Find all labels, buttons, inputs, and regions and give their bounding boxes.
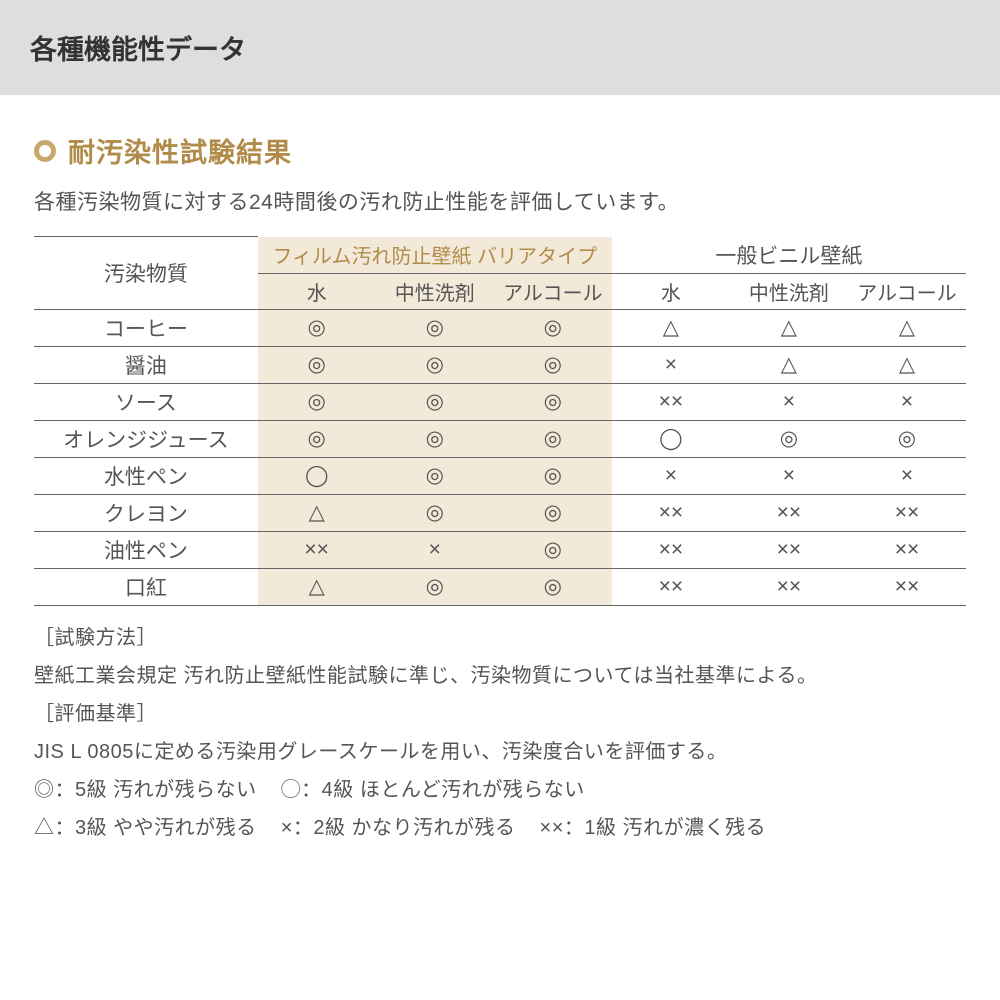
legend-item: ◎：5級 汚れが残らない [34,772,257,808]
row-label: クレヨン [34,494,258,531]
table-cell: ◯ [612,420,730,457]
legend-line-1: ◎：5級 汚れが残らない ◯：4級 ほとんど汚れが残らない [34,772,966,808]
table-cell: ◎ [494,568,612,605]
table-cell: △ [612,309,730,346]
table-cell: △ [258,494,376,531]
col-group-vinyl: 一般ビニル壁紙 [612,237,966,274]
table-cell: ×× [730,494,848,531]
table-cell: ×× [848,568,966,605]
subcol-alcohol-2: アルコール [848,273,966,309]
subcol-water-1: 水 [258,273,376,309]
table-cell: × [730,457,848,494]
table-cell: ◎ [258,309,376,346]
method-label: ［試験方法］ [34,620,966,656]
subcol-neutral-1: 中性洗剤 [376,273,494,309]
table-cell: ◎ [258,383,376,420]
page-title: 各種機能性データ [30,35,246,65]
table-cell: ×× [612,568,730,605]
table-cell: ◎ [494,457,612,494]
table-row: クレヨン△◎◎×××××× [34,494,966,531]
row-label: 醤油 [34,346,258,383]
table-cell: ×× [730,531,848,568]
table-cell: ◎ [494,420,612,457]
legend-item: ◯：4級 ほとんど汚れが残らない [281,772,585,808]
row-label: コーヒー [34,309,258,346]
method-text: 壁紙工業会規定 汚れ防止壁紙性能試験に準じ、汚染物質については当社基準による。 [34,658,966,694]
ring-bullet-icon [34,140,56,162]
table-cell: ◎ [494,494,612,531]
legend-line-2: △：3級 やや汚れが残る ×：2級 かなり汚れが残る ××：1級 汚れが濃く残る [34,810,966,846]
table-cell: ◎ [376,457,494,494]
table-cell: △ [848,309,966,346]
legend-item: △：3級 やや汚れが残る [34,810,257,846]
table-row: 油性ペン×××◎×××××× [34,531,966,568]
stain-resistance-table: 汚染物質 フィルム汚れ防止壁紙 バリアタイプ 一般ビニル壁紙 水 中性洗剤 アル… [34,236,966,606]
row-label: 油性ペン [34,531,258,568]
criteria-label: ［評価基準］ [34,696,966,732]
table-cell: ◎ [376,383,494,420]
rowhead-label: 汚染物質 [34,237,258,310]
table-cell: ×× [848,531,966,568]
table-row: オレンジジュース◎◎◎◯◎◎ [34,420,966,457]
table-cell: ×× [258,531,376,568]
table-cell: ◯ [258,457,376,494]
table-row: 口紅△◎◎×××××× [34,568,966,605]
table-cell: × [848,383,966,420]
subcol-water-2: 水 [612,273,730,309]
legend-item: ××：1級 汚れが濃く残る [540,810,767,846]
section-title-text: 耐汚染性試験結果 [68,131,292,170]
table-cell: × [848,457,966,494]
page-header: 各種機能性データ [0,0,1000,95]
table-cell: ◎ [376,420,494,457]
table-row: 醤油◎◎◎×△△ [34,346,966,383]
row-label: オレンジジュース [34,420,258,457]
row-label: 口紅 [34,568,258,605]
table-cell: ×× [612,531,730,568]
table-cell: ◎ [494,309,612,346]
table-cell: ◎ [376,309,494,346]
table-cell: ◎ [258,420,376,457]
table-cell: ×× [612,494,730,531]
table-row: ソース◎◎◎×××× [34,383,966,420]
table-cell: ◎ [494,383,612,420]
col-group-film: フィルム汚れ防止壁紙 バリアタイプ [258,237,612,274]
table-cell: × [376,531,494,568]
table-cell: ×× [612,383,730,420]
table-cell: △ [730,309,848,346]
table-cell: ◎ [730,420,848,457]
table-cell: ×× [730,568,848,605]
table-cell: ◎ [376,346,494,383]
subcol-neutral-2: 中性洗剤 [730,273,848,309]
table-cell: × [612,346,730,383]
section-title: 耐汚染性試験結果 [34,131,966,170]
table-cell: ◎ [376,494,494,531]
table-row: 水性ペン◯◎◎××× [34,457,966,494]
row-label: ソース [34,383,258,420]
table-cell: △ [848,346,966,383]
table-cell: × [612,457,730,494]
table-cell: ◎ [376,568,494,605]
table-cell: △ [258,568,376,605]
table-cell: × [730,383,848,420]
legend-item: ×：2級 かなり汚れが残る [281,810,516,846]
content-area: 耐汚染性試験結果 各種汚染物質に対する24時間後の汚れ防止性能を評価しています。… [0,95,1000,846]
section-intro: 各種汚染物質に対する24時間後の汚れ防止性能を評価しています。 [34,186,966,216]
table-cell: △ [730,346,848,383]
table-cell: ◎ [258,346,376,383]
table-cell: ×× [848,494,966,531]
table-cell: ◎ [848,420,966,457]
table-cell: ◎ [494,346,612,383]
table-cell: ◎ [494,531,612,568]
subcol-alcohol-1: アルコール [494,273,612,309]
table-row: コーヒー◎◎◎△△△ [34,309,966,346]
notes-block: ［試験方法］ 壁紙工業会規定 汚れ防止壁紙性能試験に準じ、汚染物質については当社… [34,620,966,846]
row-label: 水性ペン [34,457,258,494]
criteria-text: JIS L 0805に定める汚染用グレースケールを用い、汚染度合いを評価する。 [34,734,966,770]
